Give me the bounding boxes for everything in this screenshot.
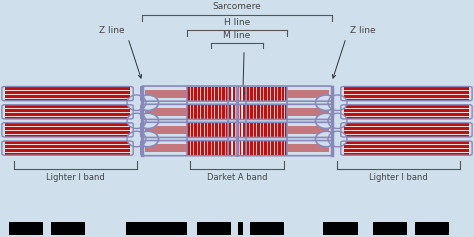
- Ellipse shape: [328, 95, 347, 110]
- Bar: [415, 222, 449, 235]
- Bar: [145, 144, 187, 152]
- Text: Lighter I band: Lighter I band: [46, 173, 105, 182]
- Bar: [145, 90, 187, 98]
- Ellipse shape: [127, 113, 146, 128]
- Text: Z line: Z line: [99, 26, 124, 35]
- Bar: [51, 222, 85, 235]
- Bar: [344, 141, 469, 155]
- Ellipse shape: [127, 131, 146, 147]
- Ellipse shape: [315, 113, 337, 128]
- Bar: [126, 222, 187, 235]
- Bar: [187, 87, 287, 101]
- Bar: [287, 126, 329, 134]
- Bar: [5, 87, 130, 101]
- Bar: [287, 108, 329, 116]
- Bar: [9, 222, 43, 235]
- Ellipse shape: [137, 113, 158, 128]
- Text: Darket A band: Darket A band: [207, 173, 267, 182]
- Bar: [145, 108, 187, 116]
- Bar: [287, 90, 329, 98]
- Text: Lighter I band: Lighter I band: [369, 173, 428, 182]
- Bar: [197, 222, 231, 235]
- Bar: [187, 105, 287, 119]
- Bar: [250, 222, 284, 235]
- Text: H line: H line: [224, 18, 250, 27]
- Bar: [5, 123, 130, 137]
- Ellipse shape: [328, 113, 347, 128]
- Ellipse shape: [315, 95, 337, 110]
- Ellipse shape: [127, 95, 146, 110]
- Bar: [323, 222, 358, 235]
- Ellipse shape: [137, 95, 158, 110]
- Bar: [287, 144, 329, 152]
- Bar: [344, 87, 469, 101]
- Bar: [238, 222, 243, 235]
- Ellipse shape: [328, 131, 347, 147]
- Bar: [344, 105, 469, 119]
- Text: M line: M line: [223, 31, 251, 40]
- Text: Sarcomere: Sarcomere: [213, 2, 261, 11]
- Bar: [5, 141, 130, 155]
- Bar: [373, 222, 407, 235]
- Text: Z line: Z line: [350, 26, 375, 35]
- Bar: [344, 123, 469, 137]
- Ellipse shape: [315, 131, 337, 147]
- Ellipse shape: [137, 131, 158, 147]
- Bar: [145, 126, 187, 134]
- Bar: [187, 123, 287, 137]
- Bar: [187, 141, 287, 155]
- Bar: [5, 105, 130, 119]
